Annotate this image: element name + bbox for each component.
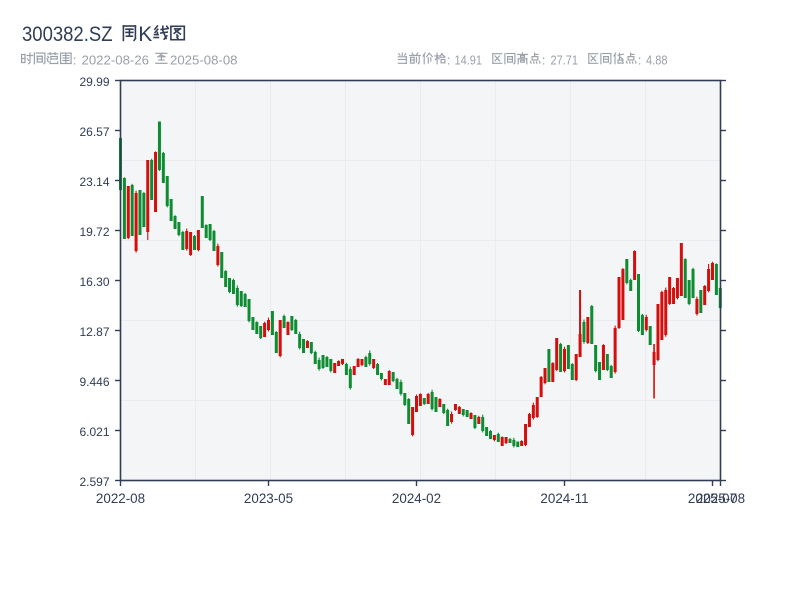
svg-text:2025-07: 2025-07 [688, 491, 737, 506]
svg-text::: : [542, 53, 546, 68]
svg-text:2025-08-08: 2025-08-08 [170, 53, 238, 68]
svg-text:300382.SZ: 300382.SZ [22, 23, 113, 46]
svg-text:2024-02: 2024-02 [392, 491, 441, 506]
svg-text:27.71: 27.71 [551, 53, 579, 68]
svg-text:2025-08: 2025-08 [696, 491, 745, 506]
svg-text:14.91: 14.91 [455, 53, 483, 68]
svg-text:29.99: 29.99 [79, 75, 109, 89]
svg-text:2022-08: 2022-08 [96, 491, 145, 506]
svg-text:2.597: 2.597 [79, 475, 109, 489]
svg-text:6.021: 6.021 [79, 425, 109, 439]
svg-text:2023-05: 2023-05 [244, 491, 293, 506]
svg-text:9.446: 9.446 [79, 375, 109, 389]
svg-text::: : [447, 53, 451, 68]
svg-text:16.30: 16.30 [79, 275, 109, 289]
svg-text:4.88: 4.88 [646, 53, 668, 68]
svg-text:12.87: 12.87 [79, 325, 109, 339]
svg-text:19.72: 19.72 [79, 225, 109, 239]
svg-text::: : [638, 53, 642, 68]
svg-text:K: K [138, 23, 152, 46]
svg-text:2022-08-26: 2022-08-26 [82, 53, 150, 68]
svg-text:2024-11: 2024-11 [540, 491, 588, 506]
svg-text:26.57: 26.57 [79, 125, 109, 139]
svg-text::: : [73, 53, 77, 68]
svg-text:23.14: 23.14 [79, 175, 109, 189]
